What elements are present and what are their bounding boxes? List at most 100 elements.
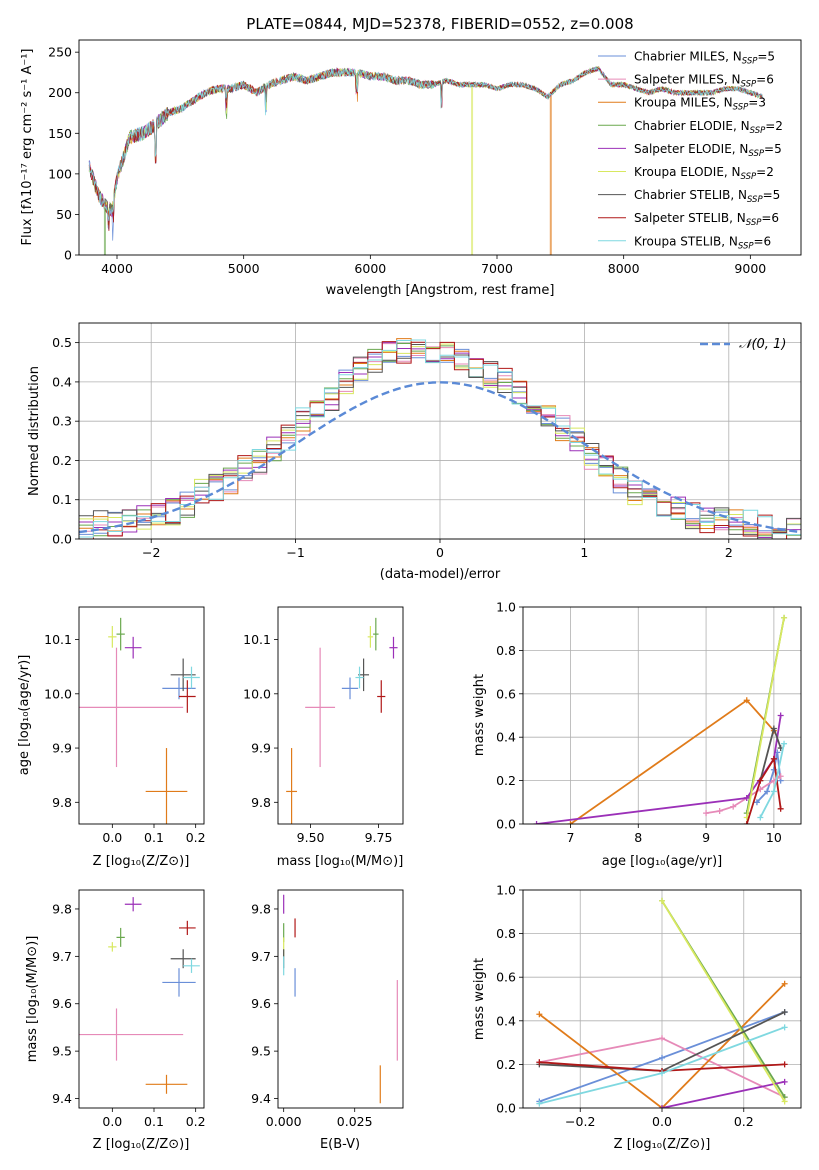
mass-weight-point <box>743 697 750 704</box>
y-tick-label: 50 <box>56 207 72 222</box>
y-tick-label: 0.5 <box>52 335 72 350</box>
x-tick-label: 10 <box>766 830 782 845</box>
x-tick-label: 6000 <box>354 261 386 276</box>
mass_vs_EBV-axes: 0.000 0.025 9.4 9.5 9.6 9.7 9.8 <box>251 901 372 1129</box>
y-tick-label: 0.6 <box>496 970 516 985</box>
spectrum-y-label: Flux [fλ10⁻¹⁷ erg cm⁻² s⁻¹ A⁻¹] <box>20 49 35 246</box>
age-z-y-label: age [log₁₀(age/yr)] <box>17 655 32 776</box>
age_vs_Z-errorbars <box>79 617 200 824</box>
residuals-y-label: Normed distribution <box>27 366 42 496</box>
y-tick-label: 9.4 <box>52 1091 72 1106</box>
mass-weight-series-line <box>569 699 775 824</box>
legend-label: Kroupa MILES, NSSP=3 <box>634 96 766 113</box>
x-tick-label: 0.0 <box>102 830 122 845</box>
residuals-frame <box>78 322 802 540</box>
spectrum-legend: Chabrier MILES, NSSP=5 Salpeter MILES, NS… <box>598 50 783 251</box>
y-tick-label: 0.6 <box>496 686 516 701</box>
mass-weight-point <box>659 1054 665 1061</box>
x-tick-label: 9 <box>702 830 710 845</box>
massweight_vs_age-frame <box>522 606 802 825</box>
y-tick-label: 0.0 <box>52 532 72 547</box>
mass-weight-point <box>536 1059 543 1066</box>
y-tick-label: 10.0 <box>44 686 72 701</box>
mass-weight-series-line <box>745 617 785 818</box>
massweight-z-y-label: mass weight <box>472 958 487 1040</box>
mass-weight-point <box>781 1024 788 1031</box>
mass-weight-point <box>567 821 574 824</box>
spectrum-lines <box>88 65 763 255</box>
y-tick-label: 9.9 <box>251 741 271 756</box>
mass-weight-point <box>536 1011 543 1018</box>
legend-label: Salpeter ELODIE, NSSP=5 <box>634 142 782 159</box>
x-tick-label: 0.2 <box>186 830 206 845</box>
mass-weight-series-line <box>745 756 782 824</box>
mass-weight-point <box>753 799 760 806</box>
histogram-series-step <box>79 339 801 538</box>
histogram-steps <box>79 338 801 539</box>
mass-weight-point <box>777 712 784 719</box>
mass-weight-point <box>730 803 737 810</box>
mass-weight-point <box>781 1061 788 1068</box>
y-tick-label: 9.9 <box>52 741 72 756</box>
y-tick-label: 0 <box>64 248 72 263</box>
y-tick-label: 0.2 <box>496 773 516 788</box>
mass_vs_EBV-frame <box>277 889 404 1109</box>
massweight_vs_age-lines <box>533 614 788 824</box>
x-tick-label: 9.50 <box>297 830 325 845</box>
mass-weight-point <box>781 1078 788 1085</box>
y-tick-label: 10.0 <box>243 686 271 701</box>
mass_vs_Z-axes: 0.0 0.1 0.2 9.4 9.5 9.6 9.7 9.8 <box>52 901 206 1129</box>
mass-weight-point <box>757 814 764 821</box>
mass-weight-point <box>781 1009 788 1016</box>
y-tick-label: 9.5 <box>251 1044 271 1059</box>
normal-reference-curve <box>79 381 801 534</box>
mass-weight-point <box>781 980 788 987</box>
age-z-x-label: Z [log₁₀(Z/Z⊙)] <box>93 854 190 869</box>
y-tick-label: 9.6 <box>52 996 72 1011</box>
mass-weight-point <box>659 1070 665 1077</box>
mass-weight-series-line <box>536 715 782 824</box>
x-tick-label: 0.2 <box>186 1114 206 1129</box>
legend-label: Kroupa STELIB, NSSP=6 <box>634 234 771 251</box>
y-tick-label: 9.6 <box>251 996 271 1011</box>
mass-weight-point <box>536 1100 543 1107</box>
mass-weight-point <box>716 807 723 814</box>
y-tick-label: 250 <box>48 45 72 60</box>
x-tick-label: −2 <box>142 545 160 560</box>
mass-weight-series-line <box>661 1080 785 1108</box>
mass-weight-point <box>659 1105 665 1108</box>
x-tick-label: 0.025 <box>337 1114 373 1129</box>
legend-label: Kroupa ELODIE, NSSP=2 <box>634 165 774 182</box>
y-tick-label: 0.8 <box>496 643 516 658</box>
massweight_vs_Z-frame <box>522 889 802 1109</box>
spectrum-x-label: wavelength [Angstrom, rest frame] <box>326 283 555 298</box>
mass-weight-point <box>770 725 777 732</box>
y-tick-label: 0.4 <box>496 730 516 745</box>
x-tick-label: 0.1 <box>144 1114 164 1129</box>
age_vs_mass-frame <box>277 606 404 825</box>
x-tick-label: 1 <box>580 545 588 560</box>
mass-weight-series-line <box>661 900 786 1102</box>
x-tick-label: 9.75 <box>365 830 393 845</box>
x-tick-label: −0.2 <box>565 1114 595 1129</box>
x-tick-label: 2 <box>725 545 733 560</box>
y-tick-label: 1.0 <box>496 600 516 615</box>
x-tick-label: 0.0 <box>652 1114 672 1129</box>
y-tick-label: 0.2 <box>496 1057 516 1072</box>
mass-weight-series-line <box>538 983 786 1108</box>
mass-weight-point <box>757 777 764 784</box>
y-tick-label: 200 <box>48 85 72 100</box>
spectrum-series-line <box>88 65 763 221</box>
spectrum-frame <box>78 39 802 256</box>
mass-weight-point <box>770 788 777 795</box>
y-tick-label: 100 <box>48 166 72 181</box>
y-tick-label: 9.4 <box>251 1091 271 1106</box>
massweight-age-y-label: mass weight <box>472 674 487 756</box>
mass_vs_Z-errorbars <box>79 897 200 1094</box>
mass-weight-point <box>743 794 750 801</box>
age_vs_Z-frame <box>78 606 205 825</box>
massweight_vs_Z-lines <box>536 897 788 1108</box>
figure-title: PLATE=0844, MJD=52378, FIBERID=0552, z=0… <box>246 15 633 33</box>
x-tick-label: 7 <box>566 830 574 845</box>
legend-label: Salpeter MILES, NSSP=6 <box>634 73 774 90</box>
